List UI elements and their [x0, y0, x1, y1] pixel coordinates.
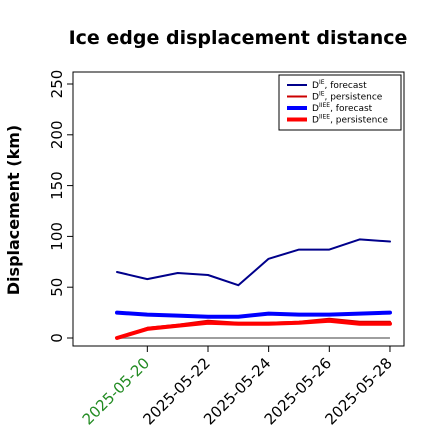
y-axis-label: Displacement (km): [4, 125, 23, 295]
series-line-2: [115, 310, 392, 319]
plot-frame: [72, 71, 405, 347]
y-tick-label: 250: [48, 70, 66, 99]
y-tick-label: 200: [48, 120, 66, 149]
y-tick-label: 150: [48, 171, 66, 200]
x-axis: 2025-05-202025-05-222025-05-242025-05-26…: [79, 346, 396, 428]
series-line-0: [116, 238, 391, 287]
y-axis: 0 50 100 150 200 250: [48, 70, 73, 343]
y-tick-label: 100: [48, 222, 66, 251]
legend-entry-label: DIIEE, forecast: [312, 102, 373, 114]
series-line-3: [115, 318, 392, 340]
y-tick-label: 50: [48, 278, 66, 297]
series-layer: [115, 238, 392, 340]
y-tick-label: 0: [48, 333, 66, 343]
legend-entry-label: DIE, persistence: [312, 91, 383, 103]
chart-title: Ice edge displacement distance: [69, 27, 408, 49]
legend-entry-label: DIE, forecast: [312, 79, 367, 91]
legend-entry-label: DIIEE, persistence: [312, 114, 388, 126]
